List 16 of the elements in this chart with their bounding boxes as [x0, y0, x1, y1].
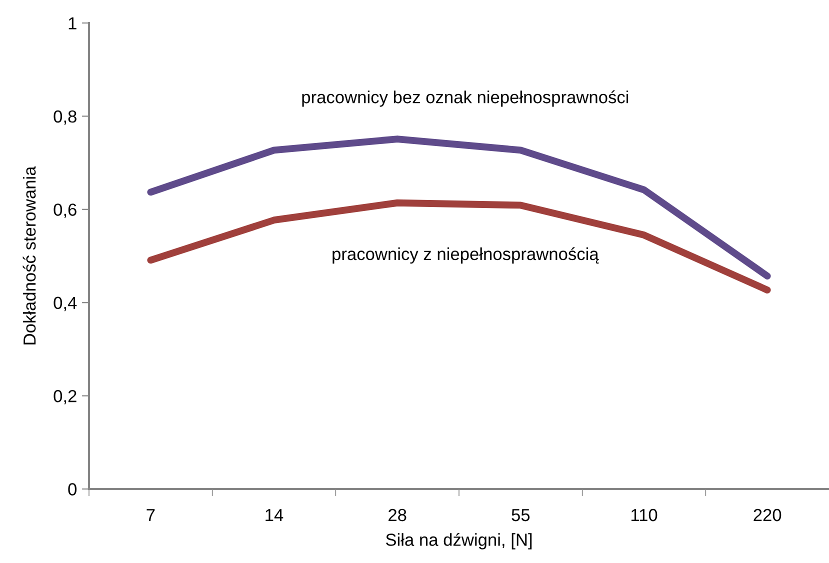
- x-tick-label: 55: [512, 509, 530, 522]
- series-label: pracownicy z niepełnosprawnością: [332, 247, 599, 264]
- x-tick-label: 28: [388, 508, 406, 522]
- y-axis-title: Dokładność sterowania: [22, 166, 36, 344]
- y-tick-label: 0,6: [54, 204, 76, 218]
- y-tick-label: 0,8: [54, 110, 76, 125]
- y-tick-label: 1: [68, 17, 76, 30]
- x-tick-label: 220: [754, 508, 782, 522]
- x-tick-label: 110: [631, 508, 658, 522]
- text: pracownicy bez oznak niepełnosprawności: [302, 90, 628, 107]
- x-axis-title: Siła na dźwigni, [N]: [386, 532, 532, 550]
- x-tick-label: 14: [266, 509, 284, 522]
- y-tick-label: 0,2: [54, 390, 76, 404]
- y-tick-label: 0,4: [54, 296, 77, 312]
- x-tick-label: 7: [146, 509, 155, 522]
- y-tick-label: 0: [68, 483, 77, 496]
